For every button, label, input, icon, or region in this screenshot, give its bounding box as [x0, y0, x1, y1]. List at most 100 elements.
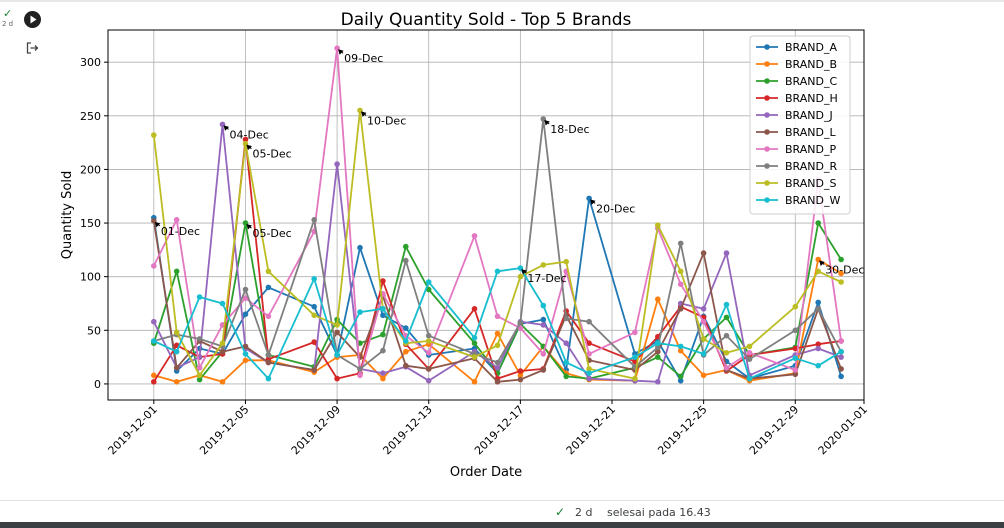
- data-point-brand-r: [495, 360, 501, 366]
- data-point-brand-b: [403, 349, 409, 355]
- data-point-brand-l: [266, 360, 272, 366]
- data-point-brand-b: [472, 379, 478, 385]
- data-point-brand-p: [678, 281, 684, 287]
- data-point-brand-r: [747, 356, 753, 362]
- data-point-brand-w: [403, 338, 409, 344]
- data-point-brand-p: [793, 367, 799, 373]
- data-point-brand-w: [357, 309, 363, 315]
- cell-gutter: ✓ 2 d: [0, 0, 56, 500]
- data-point-brand-s: [678, 269, 684, 275]
- data-point-brand-c: [678, 374, 684, 380]
- data-point-brand-w: [586, 370, 592, 376]
- legend-swatch-marker: [764, 44, 770, 50]
- data-point-brand-s: [815, 269, 821, 275]
- check-icon: ✓: [3, 8, 12, 19]
- data-point-brand-r: [793, 328, 799, 334]
- data-point-brand-a: [266, 285, 272, 291]
- data-point-brand-w: [838, 349, 844, 355]
- data-point-brand-w: [174, 349, 180, 355]
- annotation-label: 05-Dec: [252, 148, 291, 161]
- data-point-brand-h: [472, 306, 478, 312]
- play-icon: [24, 11, 41, 28]
- data-point-brand-w: [724, 302, 730, 308]
- data-point-brand-w: [311, 276, 317, 282]
- data-point-brand-s: [197, 373, 203, 379]
- legend-label: BRAND_P: [785, 143, 836, 156]
- data-point-brand-h: [380, 278, 386, 284]
- data-point-brand-s: [426, 338, 432, 344]
- legend-label: BRAND_R: [785, 160, 837, 173]
- status-duration: 2 d: [575, 506, 592, 519]
- chart-title: Daily Quantity Sold - Top 5 Brands: [341, 10, 632, 30]
- data-point-brand-r: [311, 217, 317, 223]
- legend-swatch-marker: [764, 95, 770, 101]
- legend-label: BRAND_B: [785, 58, 837, 71]
- data-point-brand-w: [426, 279, 432, 285]
- legend-swatch-marker: [764, 78, 770, 84]
- legend-swatch-marker: [764, 180, 770, 186]
- y-tick-label: 250: [80, 110, 101, 123]
- data-point-brand-p: [724, 365, 730, 371]
- run-cell-button[interactable]: [24, 11, 41, 28]
- data-point-brand-b: [243, 358, 249, 364]
- output-redirect-icon[interactable]: [26, 39, 39, 58]
- data-point-brand-s: [541, 262, 547, 268]
- data-point-brand-p: [747, 350, 753, 356]
- annotation-label: 30-Dec: [825, 264, 864, 277]
- y-tick-label: 150: [80, 217, 101, 230]
- data-point-brand-r: [403, 258, 409, 264]
- legend-swatch-marker: [764, 112, 770, 118]
- data-point-brand-l: [220, 349, 226, 355]
- legend-label: BRAND_A: [785, 41, 837, 54]
- data-point-brand-l: [403, 363, 409, 369]
- data-point-brand-w: [380, 306, 386, 312]
- data-point-brand-s: [563, 259, 569, 265]
- data-point-brand-r: [266, 352, 272, 358]
- data-point-brand-r: [815, 306, 821, 312]
- data-point-brand-c: [655, 354, 661, 360]
- data-point-brand-w: [747, 376, 753, 382]
- x-tick-label: 2020-01-01: [816, 403, 870, 457]
- data-point-brand-w: [701, 351, 707, 357]
- data-point-brand-p: [357, 373, 363, 379]
- data-point-brand-b: [655, 296, 661, 302]
- data-point-brand-r: [197, 336, 203, 342]
- y-tick-label: 100: [80, 271, 101, 284]
- data-point-brand-l: [678, 306, 684, 312]
- x-tick-label: 2019-12-29: [747, 403, 801, 457]
- data-point-brand-j: [541, 322, 547, 328]
- y-tick-label: 200: [80, 163, 101, 176]
- data-point-brand-c: [472, 340, 478, 346]
- annotation-label: 20-Dec: [596, 202, 635, 215]
- legend-swatch-marker: [764, 61, 770, 67]
- data-point-brand-s: [724, 350, 730, 356]
- data-point-brand-l: [311, 367, 317, 373]
- data-point-brand-l: [174, 365, 180, 371]
- status-completed-text: selesai pada 16.43: [607, 506, 711, 519]
- data-point-brand-r: [357, 366, 363, 372]
- data-point-brand-p: [495, 314, 501, 320]
- data-point-brand-h: [518, 368, 524, 374]
- data-point-brand-b: [495, 331, 501, 337]
- data-point-brand-w: [563, 360, 569, 366]
- data-point-brand-h: [151, 379, 157, 385]
- annotation-label: 05-Dec: [252, 227, 291, 240]
- annotation-label: 10-Dec: [367, 114, 406, 127]
- data-point-brand-j: [495, 365, 501, 371]
- data-point-brand-c: [563, 374, 569, 380]
- data-point-brand-c: [815, 220, 821, 226]
- data-point-brand-l: [541, 367, 547, 373]
- annotation-label: 04-Dec: [230, 128, 269, 141]
- data-point-brand-b: [380, 376, 386, 382]
- data-point-brand-r: [586, 319, 592, 325]
- data-point-brand-s: [266, 269, 272, 275]
- x-tick-label: 2019-12-21: [564, 403, 618, 457]
- data-point-brand-c: [838, 257, 844, 263]
- legend-label: BRAND_W: [785, 194, 840, 207]
- data-point-brand-r: [678, 241, 684, 247]
- data-point-brand-j: [380, 370, 386, 376]
- data-point-brand-j: [426, 378, 432, 384]
- y-axis-label: Quantity Sold: [60, 171, 75, 259]
- data-point-brand-r: [518, 320, 524, 326]
- annotation-arrowhead: [544, 120, 550, 126]
